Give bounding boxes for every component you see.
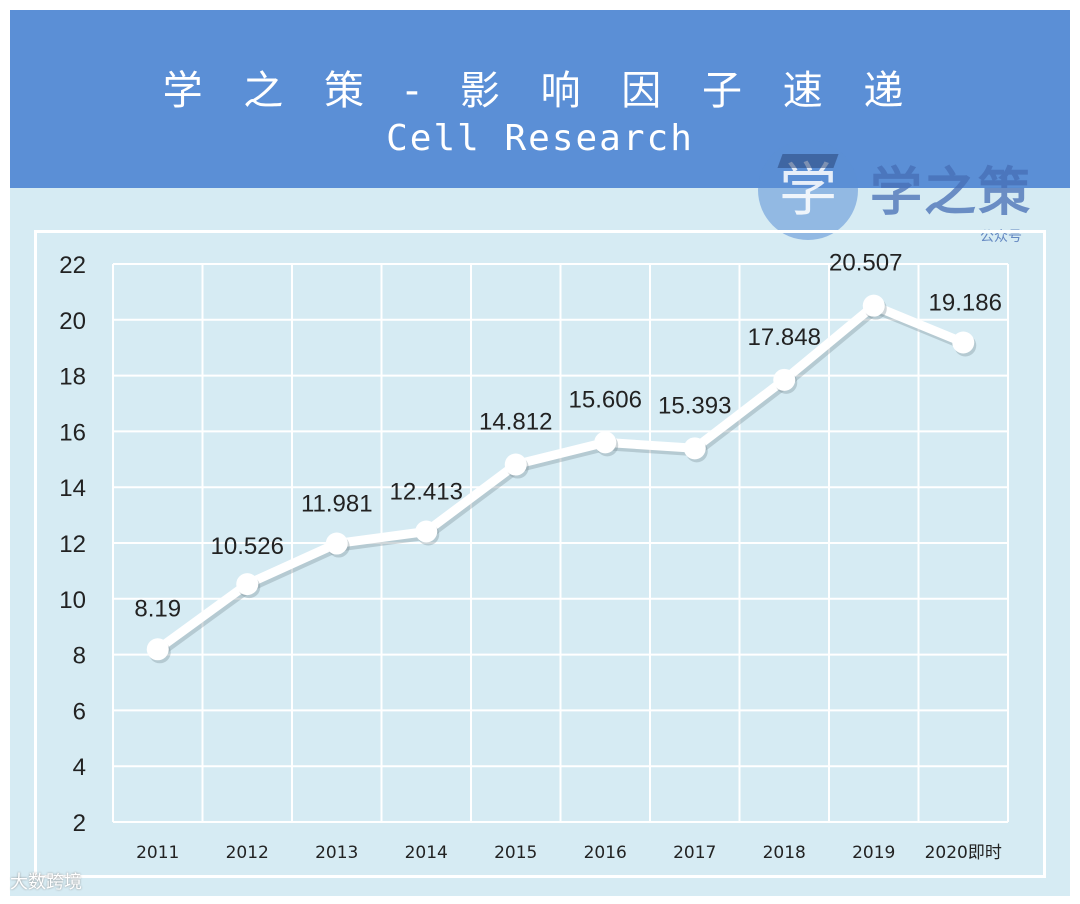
data-label: 17.848: [748, 324, 821, 351]
data-point: [415, 520, 438, 543]
data-point: [325, 532, 348, 555]
x-tick-label: 2012: [226, 843, 269, 863]
series-line-shadow: [156, 303, 968, 657]
y-tick-label: 16: [59, 419, 86, 446]
x-tick-label: 2016: [584, 843, 627, 863]
data-points: [146, 294, 977, 664]
series-line: [155, 301, 968, 657]
plot-frame: [34, 230, 1046, 878]
y-axis-ticks: 22 20 18 16 14 12 10 8 6 4 2: [59, 252, 86, 837]
data-label: 12.413: [390, 478, 463, 505]
data-label: 14.812: [479, 409, 552, 436]
x-tick-label: 2020即时: [925, 843, 1002, 863]
chart-subtitle: Cell Research: [386, 118, 694, 159]
watermark-logo: 学 学之策 公众号: [758, 140, 1058, 250]
data-label: 19.186: [929, 290, 1002, 317]
data-point: [146, 638, 169, 661]
y-tick-label: 8: [73, 643, 86, 670]
title-banner: 学 之 策 - 影 响 因 子 速 递 Cell Research: [10, 10, 1070, 188]
y-tick-label: 4: [73, 754, 86, 781]
chart-title: 学 之 策 - 影 响 因 子 速 递: [162, 68, 918, 114]
x-tick-label: 2015: [494, 843, 537, 863]
x-tick-label: 2019: [852, 843, 895, 863]
data-point: [952, 331, 975, 354]
data-label: 20.507: [829, 250, 902, 277]
y-tick-label: 2: [73, 810, 86, 837]
data-point: [862, 294, 885, 317]
y-tick-label: 10: [59, 587, 86, 614]
x-tick-label: 2011: [136, 843, 179, 863]
y-tick-label: 14: [59, 475, 86, 502]
x-tick-label: 2018: [763, 843, 806, 863]
series-line-path: [155, 301, 966, 653]
data-label: 10.526: [211, 533, 284, 560]
data-labels: 8.19 10.526 11.981 12.413 14.812 15.606 15.393…: [134, 250, 1002, 623]
y-tick-label: 18: [59, 364, 86, 391]
x-tick-label: 2013: [315, 843, 358, 863]
data-point: [236, 573, 259, 596]
data-label: 8.19: [134, 595, 181, 622]
y-tick-label: 12: [59, 531, 86, 558]
data-label: 15.393: [658, 392, 731, 419]
data-point: [594, 431, 617, 454]
bottom-watermark: 大数跨境: [10, 872, 82, 893]
y-tick-label: 20: [59, 308, 86, 335]
watermark-sub: 公众号: [980, 229, 1022, 245]
grid-lines: [112, 263, 1009, 823]
data-point: [773, 368, 796, 391]
data-label: 11.981: [301, 491, 373, 518]
x-tick-label: 2014: [405, 843, 448, 863]
data-label: 15.606: [569, 386, 642, 413]
y-tick-label: 22: [59, 252, 86, 279]
data-point: [504, 453, 527, 476]
data-point: [683, 437, 706, 460]
y-tick-label: 6: [73, 698, 86, 725]
x-tick-label: 2017: [673, 843, 716, 863]
watermark-name: 学之策: [870, 163, 1033, 223]
x-axis-ticks: 2011 2012 2013 2014 2015 2016 2017 2018 2019 2020…: [136, 843, 1002, 863]
